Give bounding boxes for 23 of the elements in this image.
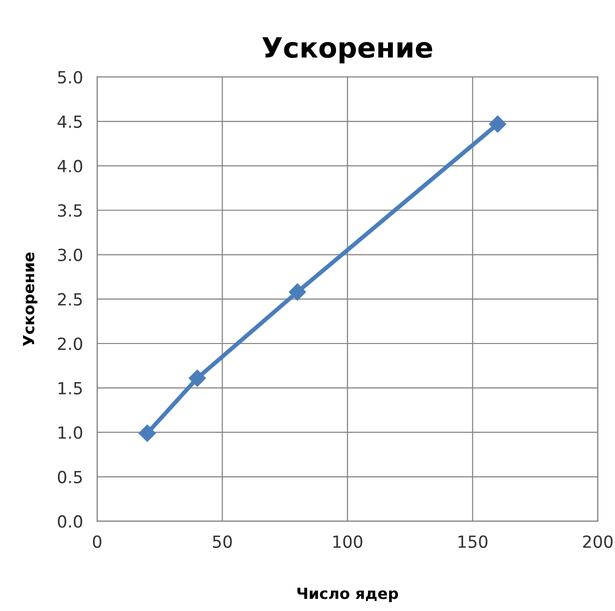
x-tick-label: 0 <box>92 535 102 548</box>
point <box>288 283 306 301</box>
y-tick-label: 0.0 <box>58 515 82 528</box>
y-tick-label: 5.0 <box>58 70 82 84</box>
y-tick-label: 1.5 <box>58 382 82 394</box>
y-tick-label: 1.0 <box>58 426 82 439</box>
x-axis-title: Число ядер <box>297 588 398 602</box>
chart-title: Ускорение <box>262 37 432 64</box>
y-axis-title: Ускорение <box>23 252 38 346</box>
y-tick-label: 3.5 <box>58 204 82 217</box>
y-tick-label: 4.5 <box>58 116 82 128</box>
x-tick-label: 150 <box>458 535 488 548</box>
x-tick-label: 100 <box>333 535 362 548</box>
y-tick-label: 0.5 <box>58 470 82 484</box>
y-tick-label: 4.0 <box>58 160 82 172</box>
x-tick-label: 200 <box>583 535 613 548</box>
point <box>489 116 506 133</box>
y-tick-label: 2.0 <box>58 337 82 350</box>
point <box>188 370 206 387</box>
x-tick-label: 50 <box>213 535 232 548</box>
y-tick-label: 3.0 <box>58 248 82 262</box>
point <box>138 424 156 442</box>
y-tick-label: 2.5 <box>58 293 82 306</box>
